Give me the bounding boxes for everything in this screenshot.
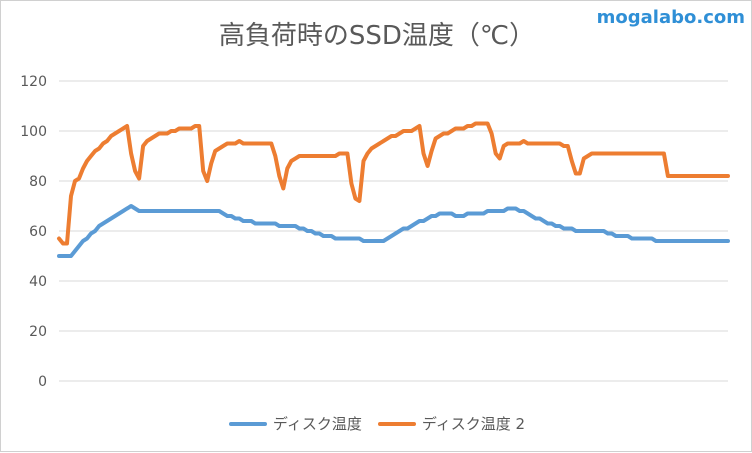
y-tick-label: 60 <box>29 224 47 240</box>
y-tick-label: 0 <box>38 374 47 390</box>
legend: ディスク温度 ディスク温度 2 <box>1 413 752 434</box>
watermark-text: mogalabo.com <box>596 7 745 28</box>
series-line-1 <box>57 204 730 258</box>
y-tick-label: 20 <box>29 324 47 340</box>
chart-title: 高負荷時のSSD温度（℃） <box>218 21 536 51</box>
y-tick-label: 40 <box>29 274 47 290</box>
legend-label-series-1: ディスク温度 <box>272 415 362 433</box>
series-line-2 <box>57 121 730 246</box>
y-tick-label: 100 <box>20 124 47 140</box>
legend-swatch-series-2 <box>377 421 416 426</box>
legend-label-series-2: ディスク温度 2 <box>421 415 526 433</box>
legend-item-series-1: ディスク温度 <box>228 413 362 434</box>
legend-swatch-series-1 <box>228 421 267 426</box>
y-tick-label: 120 <box>20 74 47 90</box>
legend-item-series-2: ディスク温度 2 <box>377 413 526 434</box>
y-tick-label: 80 <box>29 174 47 190</box>
